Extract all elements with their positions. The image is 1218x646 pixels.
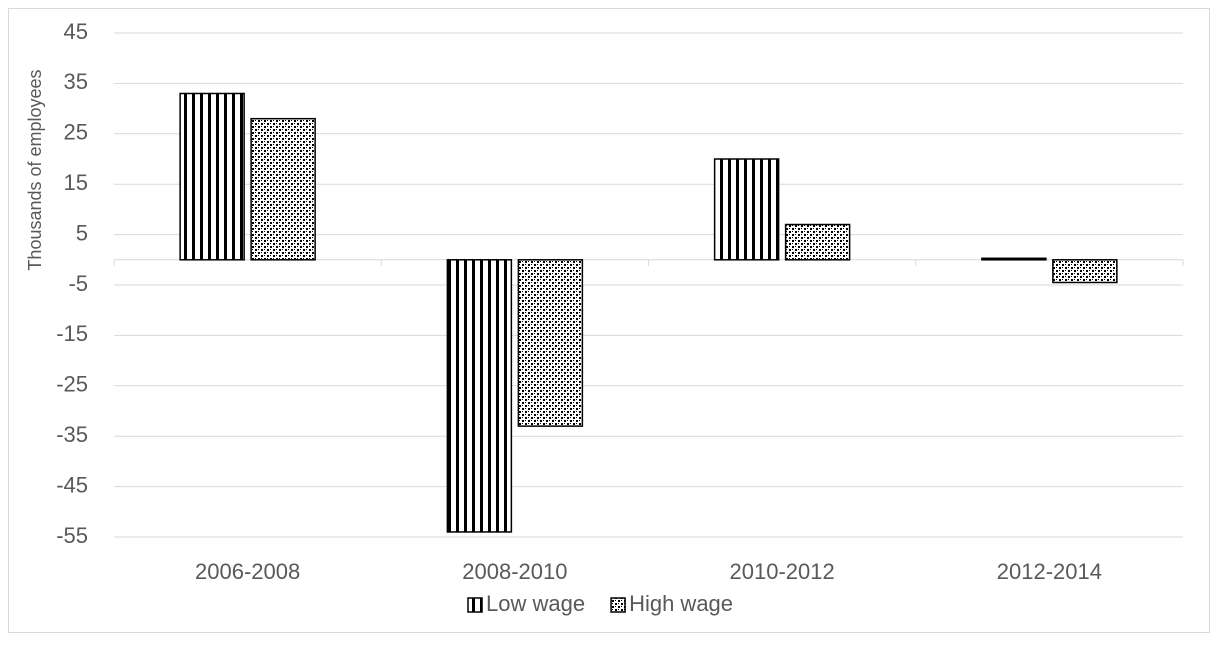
y-tick-label: 25 <box>64 120 88 145</box>
y-tick-label: -25 <box>56 372 88 397</box>
legend-label: High wage <box>629 591 733 616</box>
bar <box>713 158 780 261</box>
legend-swatch <box>610 597 626 613</box>
legend-swatch <box>467 597 483 613</box>
y-tick-label: -5 <box>68 271 88 296</box>
x-tick-label: 2010-2012 <box>730 559 835 584</box>
y-tick-label: 15 <box>64 170 88 195</box>
bar <box>784 223 851 261</box>
x-tick-label: 2012-2014 <box>997 559 1102 584</box>
bar <box>250 117 316 261</box>
y-tick-label: -15 <box>56 321 88 346</box>
bar <box>981 257 1047 261</box>
y-tick-label: -55 <box>56 523 88 548</box>
x-tick-label: 2006-2008 <box>195 559 300 584</box>
y-tick-label: -45 <box>56 472 88 497</box>
y-tick-label: 45 <box>64 19 88 44</box>
bar <box>446 259 513 533</box>
bar <box>1052 259 1118 284</box>
bar <box>179 92 245 261</box>
bar <box>517 259 584 427</box>
y-tick-label: -35 <box>56 422 88 447</box>
legend-label: Low wage <box>486 591 585 616</box>
y-tick-label: 35 <box>64 69 88 94</box>
y-tick-label: 5 <box>76 220 88 245</box>
chart-border <box>8 8 1210 633</box>
y-axis-title: Thousands of employees <box>25 69 45 270</box>
x-tick-label: 2008-2010 <box>462 559 567 584</box>
